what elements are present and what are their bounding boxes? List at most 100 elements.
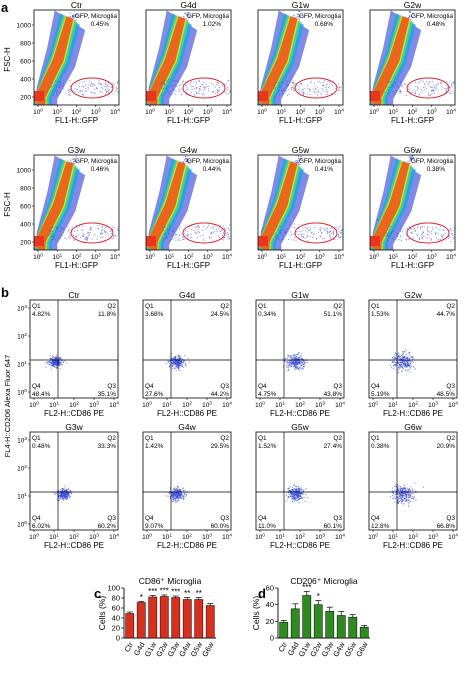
event-dot bbox=[97, 227, 99, 230]
event-dot bbox=[113, 236, 115, 238]
q1-value: 0.48% bbox=[32, 443, 51, 450]
q3-name: Q3 bbox=[220, 383, 229, 390]
event-dot bbox=[404, 83, 406, 85]
event-dot bbox=[167, 81, 169, 83]
density-area bbox=[34, 10, 119, 105]
event-dot bbox=[186, 12, 189, 14]
event-dot bbox=[173, 79, 175, 82]
event-dot bbox=[175, 362, 177, 364]
q4-value: 9.07% bbox=[145, 523, 164, 530]
event-dot bbox=[398, 500, 400, 503]
x-tick-label: 103 bbox=[427, 252, 437, 261]
event-dot bbox=[168, 90, 170, 92]
event-dot bbox=[396, 235, 399, 238]
event-dot bbox=[75, 160, 77, 162]
event-dot bbox=[393, 495, 395, 497]
x-tick-label: 102 bbox=[295, 532, 305, 541]
event-dot bbox=[441, 236, 443, 238]
event-dot bbox=[326, 228, 328, 230]
event-dot bbox=[441, 82, 443, 84]
event-dot bbox=[178, 489, 181, 491]
q4-name: Q4 bbox=[145, 383, 154, 390]
event-dot bbox=[304, 500, 306, 502]
event-dot bbox=[52, 360, 54, 363]
event-dot bbox=[404, 363, 407, 365]
event-dot bbox=[66, 492, 68, 495]
event-dot bbox=[59, 368, 61, 370]
event-dot bbox=[405, 94, 407, 97]
x-tick-label: 101 bbox=[276, 252, 286, 261]
event-dot bbox=[295, 497, 298, 499]
event-dot bbox=[187, 158, 189, 161]
event-dot bbox=[97, 225, 99, 227]
event-dot bbox=[175, 500, 177, 503]
event-dot bbox=[52, 238, 55, 240]
event-dot bbox=[76, 229, 78, 232]
event-dot bbox=[288, 369, 290, 371]
event-dot bbox=[51, 365, 53, 367]
event-dot bbox=[99, 91, 102, 93]
event-dot bbox=[172, 366, 174, 368]
event-dot bbox=[412, 496, 414, 498]
event-dot bbox=[56, 91, 58, 93]
event-dot bbox=[184, 495, 186, 498]
event-dot bbox=[224, 228, 226, 230]
event-dot bbox=[216, 82, 218, 84]
event-dot bbox=[393, 357, 396, 359]
event-dot bbox=[287, 84, 289, 86]
event-dot bbox=[418, 236, 420, 239]
microglia-gate-ellipse bbox=[70, 77, 114, 99]
event-dot bbox=[395, 486, 397, 488]
event-dot bbox=[334, 93, 336, 96]
event-dot bbox=[402, 495, 404, 497]
event-dot bbox=[180, 365, 183, 367]
event-dot bbox=[49, 361, 51, 363]
q2-name: Q2 bbox=[107, 303, 116, 310]
event-dot bbox=[391, 487, 394, 489]
event-dot bbox=[67, 226, 69, 228]
event-dot bbox=[82, 89, 84, 92]
event-dot bbox=[403, 363, 405, 365]
event-dot bbox=[414, 482, 416, 484]
event-dot bbox=[296, 14, 299, 16]
event-dot bbox=[403, 365, 406, 367]
event-dot bbox=[202, 92, 204, 94]
event-dot bbox=[302, 497, 304, 499]
event-dot bbox=[58, 81, 60, 83]
event-dot bbox=[178, 361, 180, 363]
y-tick-label: 800 bbox=[20, 41, 31, 48]
event-dot bbox=[408, 490, 410, 492]
event-dot bbox=[197, 228, 199, 231]
q2-name: Q2 bbox=[333, 435, 342, 442]
y-tick-label: 60 bbox=[266, 584, 274, 593]
event-dot bbox=[296, 489, 298, 492]
q2-name: Q2 bbox=[220, 303, 229, 310]
event-dot bbox=[87, 237, 89, 239]
x-axis-label: FL1-H::GFP bbox=[167, 261, 210, 270]
event-dot bbox=[303, 365, 305, 368]
event-dot bbox=[326, 88, 328, 91]
event-dot bbox=[274, 88, 276, 90]
event-dot bbox=[401, 360, 403, 362]
event-dot bbox=[450, 85, 453, 87]
event-dot bbox=[181, 497, 183, 499]
event-dot bbox=[326, 230, 328, 232]
event-dot bbox=[184, 12, 186, 15]
event-dot bbox=[167, 361, 169, 363]
event-dot bbox=[62, 88, 65, 90]
event-dot bbox=[162, 238, 164, 240]
y-tick-label: 101 bbox=[17, 360, 27, 369]
event-dot bbox=[83, 233, 85, 235]
event-dot bbox=[412, 356, 414, 358]
q1-value: 1.42% bbox=[145, 443, 164, 450]
y-tick-label: 600 bbox=[20, 59, 31, 66]
event-dot bbox=[302, 236, 305, 238]
plot-title: G4w bbox=[180, 145, 198, 155]
x-tick-label: 100 bbox=[255, 400, 265, 409]
event-dot bbox=[49, 232, 51, 234]
event-dot bbox=[415, 229, 417, 232]
plot-title: Ctr bbox=[68, 290, 80, 300]
event-dot bbox=[75, 235, 78, 238]
event-dot bbox=[397, 79, 400, 81]
event-dot bbox=[296, 488, 298, 491]
